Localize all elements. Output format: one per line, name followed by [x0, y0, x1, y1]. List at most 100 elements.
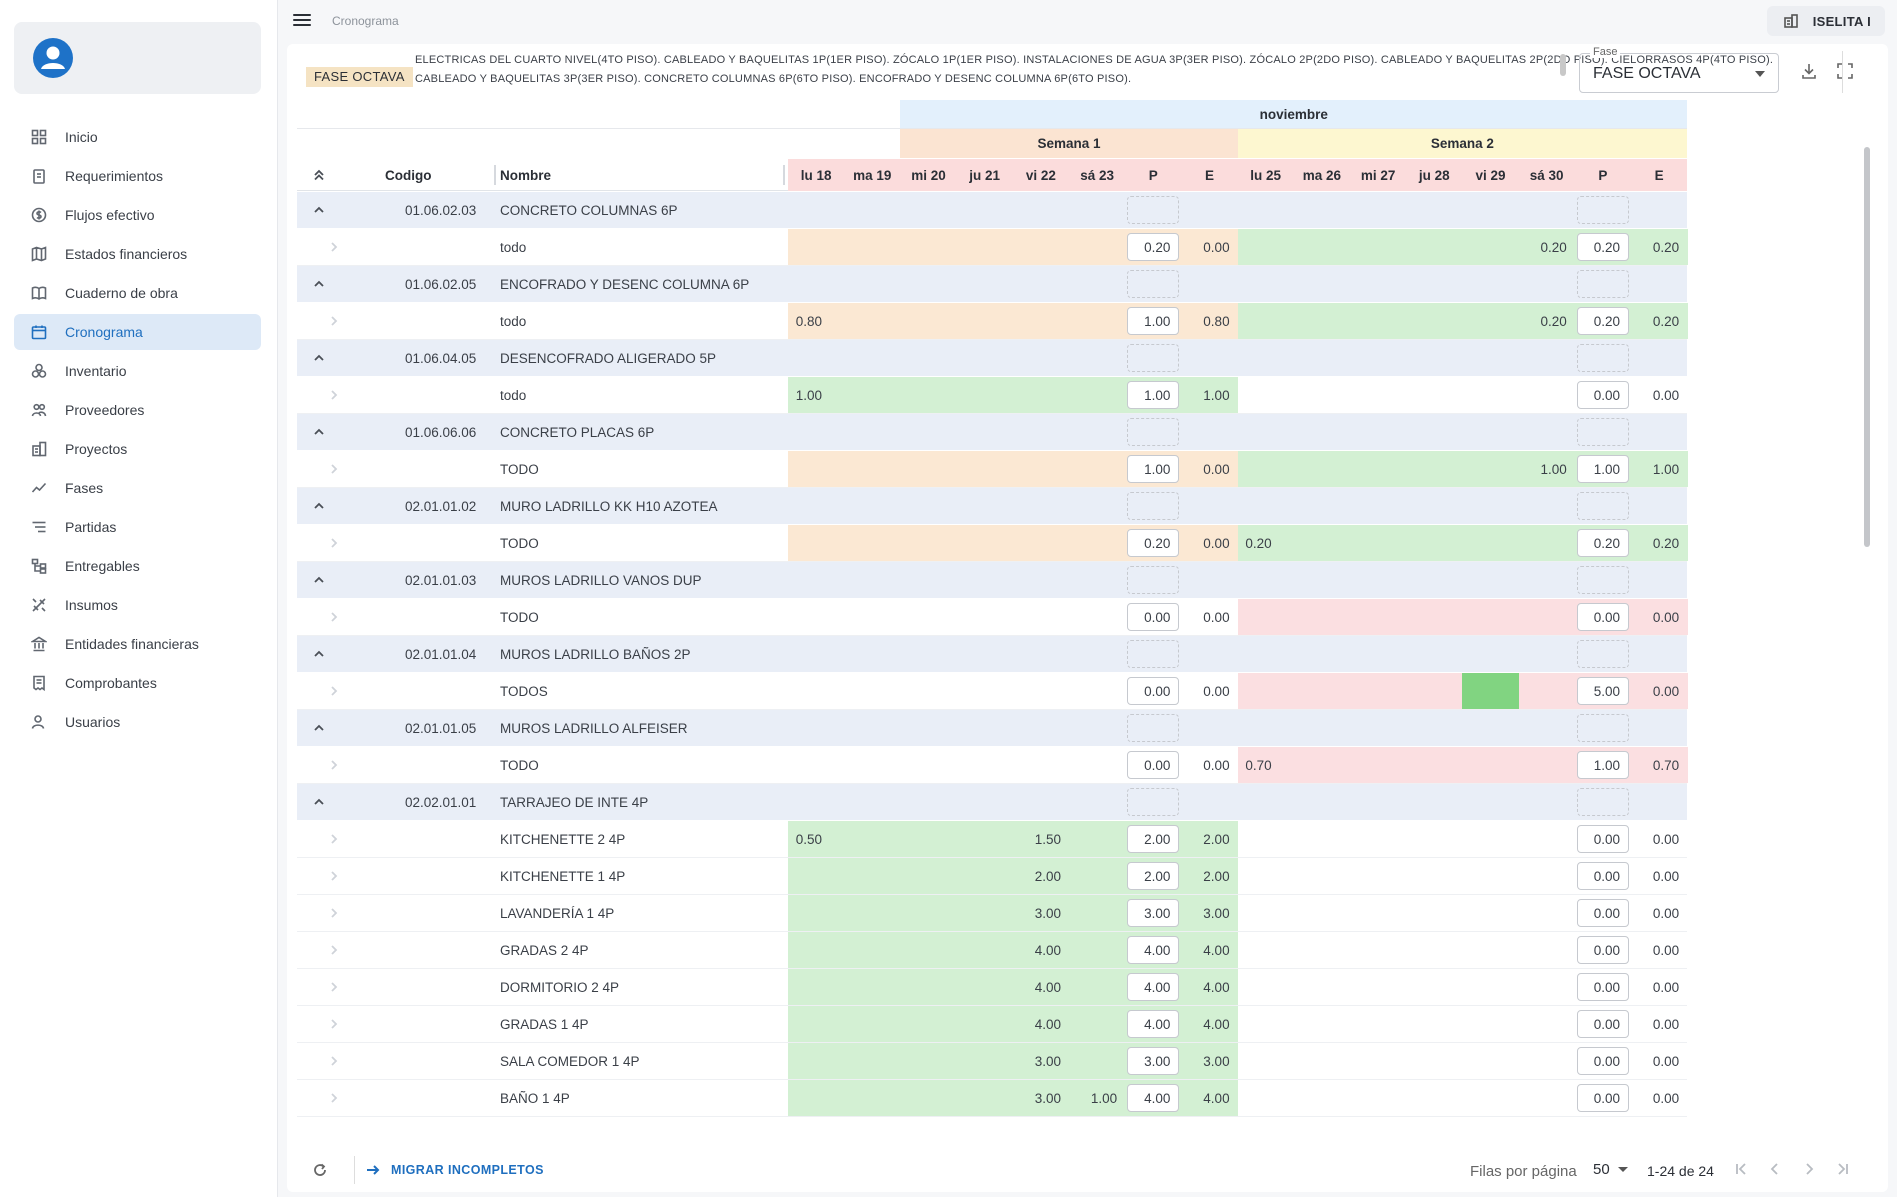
- planned-input[interactable]: [1576, 196, 1629, 224]
- sidebar-item-insumos[interactable]: Insumos: [14, 587, 261, 623]
- menu-icon[interactable]: [292, 11, 312, 31]
- user-button[interactable]: ISELITA I: [1766, 6, 1885, 36]
- planned-input[interactable]: 0.20: [1127, 529, 1180, 557]
- chevron-up-icon[interactable]: [312, 721, 326, 735]
- planned-input[interactable]: 1.00: [1127, 381, 1180, 409]
- sidebar-item-entregables[interactable]: Entregables: [14, 548, 261, 584]
- planned-input[interactable]: [1576, 788, 1629, 816]
- sidebar-item-proveedores[interactable]: Proveedores: [14, 392, 261, 428]
- planned-input[interactable]: 0.20: [1576, 233, 1629, 261]
- planned-input[interactable]: [1127, 492, 1180, 520]
- chevron-right-icon: [327, 536, 341, 550]
- planned-input[interactable]: 4.00: [1127, 936, 1180, 964]
- planned-input[interactable]: 0.00: [1127, 751, 1180, 779]
- planned-input[interactable]: [1127, 640, 1180, 668]
- sidebar-item-cuaderno-de-obra[interactable]: Cuaderno de obra: [14, 275, 261, 311]
- chevron-up-icon[interactable]: [312, 573, 326, 587]
- planned-input[interactable]: [1127, 344, 1180, 372]
- planned-input[interactable]: 0.00: [1576, 862, 1629, 890]
- sidebar-item-usuarios[interactable]: Usuarios: [14, 704, 261, 740]
- planned-input[interactable]: 5.00: [1576, 677, 1629, 705]
- migrar-incompletos-button[interactable]: MIGRAR INCOMPLETOS: [354, 1156, 544, 1184]
- planned-input[interactable]: [1127, 270, 1180, 298]
- chevron-up-icon[interactable]: [312, 277, 326, 291]
- planned-input[interactable]: 3.00: [1127, 899, 1180, 927]
- column-header-nombre[interactable]: Nombre: [500, 167, 552, 183]
- planned-input[interactable]: 0.00: [1576, 381, 1629, 409]
- sidebar-item-comprobantes[interactable]: Comprobantes: [14, 665, 261, 701]
- planned-input[interactable]: [1127, 566, 1180, 594]
- sidebar-item-proyectos[interactable]: Proyectos: [14, 431, 261, 467]
- planned-input[interactable]: 1.00: [1127, 455, 1180, 483]
- planned-input[interactable]: 0.00: [1576, 1010, 1629, 1038]
- planned-input[interactable]: 0.00: [1576, 603, 1629, 631]
- planned-input[interactable]: 0.20: [1576, 529, 1629, 557]
- download-icon[interactable]: [1799, 61, 1821, 83]
- planned-input[interactable]: 0.00: [1576, 936, 1629, 964]
- planned-input[interactable]: [1576, 270, 1629, 298]
- chevron-up-icon[interactable]: [312, 351, 326, 365]
- sidebar-item-estados-financieros[interactable]: Estados financieros: [14, 236, 261, 272]
- chevron-up-icon[interactable]: [312, 499, 326, 513]
- last-page-icon[interactable]: [1834, 1160, 1854, 1180]
- planned-input[interactable]: 0.00: [1576, 825, 1629, 853]
- column-resize-handle[interactable]: [783, 165, 785, 185]
- planned-input[interactable]: 4.00: [1127, 973, 1180, 1001]
- planned-input[interactable]: 1.00: [1576, 751, 1629, 779]
- sidebar-item-inventario[interactable]: Inventario: [14, 353, 261, 389]
- planned-input[interactable]: 0.00: [1576, 973, 1629, 1001]
- next-page-icon[interactable]: [1800, 1160, 1820, 1180]
- rows-per-page-select[interactable]: 50: [1593, 1161, 1628, 1178]
- sidebar-item-requerimientos[interactable]: Requerimientos: [14, 158, 261, 194]
- planned-input[interactable]: 0.00: [1576, 1084, 1629, 1112]
- chevron-up-icon[interactable]: [312, 203, 326, 217]
- chevron-right-icon: [327, 906, 341, 920]
- prev-page-icon[interactable]: [1766, 1160, 1786, 1180]
- collapse-all-icon[interactable]: [312, 168, 326, 182]
- sidebar-item-cronograma[interactable]: Cronograma: [14, 314, 261, 350]
- planned-input[interactable]: [1576, 640, 1629, 668]
- day-cell: [1293, 525, 1351, 561]
- executed-value: 4.00: [1203, 980, 1230, 995]
- avatar-icon[interactable]: [33, 38, 73, 78]
- planned-input[interactable]: 2.00: [1127, 862, 1180, 890]
- chevron-up-icon[interactable]: [312, 647, 326, 661]
- planned-input[interactable]: 0.20: [1127, 233, 1180, 261]
- planned-input[interactable]: [1127, 196, 1180, 224]
- description-scrollbar[interactable]: [1560, 54, 1566, 76]
- sidebar-item-entidades-financieras[interactable]: Entidades financieras: [14, 626, 261, 662]
- chevron-up-icon[interactable]: [312, 795, 326, 809]
- planned-input[interactable]: 0.00: [1127, 603, 1180, 631]
- first-page-icon[interactable]: [1732, 1160, 1752, 1180]
- planned-input[interactable]: 1.00: [1576, 455, 1629, 483]
- planned-input[interactable]: [1127, 788, 1180, 816]
- planned-input[interactable]: 3.00: [1127, 1047, 1180, 1075]
- sidebar-item-partidas[interactable]: Partidas: [14, 509, 261, 545]
- planned-input[interactable]: 2.00: [1127, 825, 1180, 853]
- sidebar-item-flujos-efectivo[interactable]: Flujos efectivo: [14, 197, 261, 233]
- sidebar-item-fases[interactable]: Fases: [14, 470, 261, 506]
- planned-input[interactable]: 4.00: [1127, 1084, 1180, 1112]
- fullscreen-icon[interactable]: [1835, 61, 1857, 83]
- column-header-codigo[interactable]: Codigo: [385, 167, 432, 183]
- refresh-icon[interactable]: [312, 1162, 330, 1180]
- profile-card[interactable]: [14, 22, 261, 94]
- sidebar-item-inicio[interactable]: Inicio: [14, 119, 261, 155]
- planned-input[interactable]: 1.00: [1127, 307, 1180, 335]
- column-resize-handle[interactable]: [494, 165, 496, 185]
- planned-input[interactable]: [1127, 418, 1180, 446]
- planned-input[interactable]: [1576, 418, 1629, 446]
- planned-input[interactable]: [1576, 566, 1629, 594]
- planned-input[interactable]: 4.00: [1127, 1010, 1180, 1038]
- planned-input[interactable]: [1576, 714, 1629, 742]
- planned-input[interactable]: [1576, 344, 1629, 372]
- grid-scrollbar[interactable]: [1864, 147, 1870, 547]
- planned-input[interactable]: 0.00: [1576, 1047, 1629, 1075]
- planned-input[interactable]: [1127, 714, 1180, 742]
- chevron-up-icon[interactable]: [312, 425, 326, 439]
- planned-input[interactable]: 0.20: [1576, 307, 1629, 335]
- planned-input[interactable]: [1576, 492, 1629, 520]
- fase-select[interactable]: Fase FASE OCTAVA: [1579, 46, 1779, 93]
- planned-input[interactable]: 0.00: [1127, 677, 1180, 705]
- planned-input[interactable]: 0.00: [1576, 899, 1629, 927]
